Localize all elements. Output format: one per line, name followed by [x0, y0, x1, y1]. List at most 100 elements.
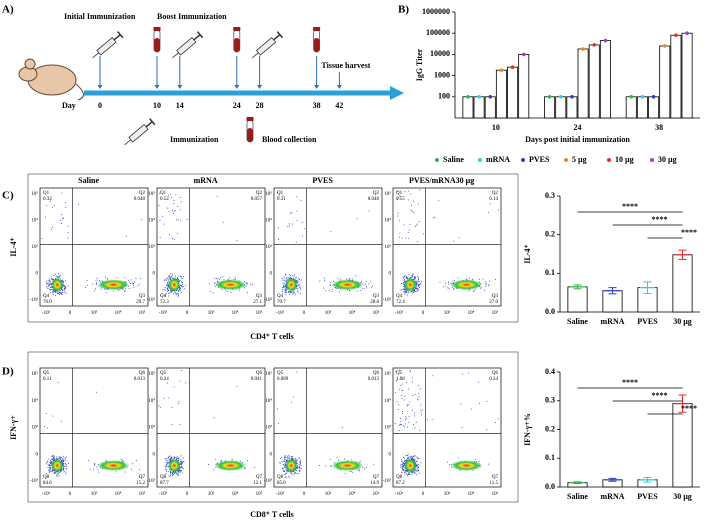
event-dot [178, 275, 180, 277]
event-dot [411, 473, 413, 475]
flow-quadrant-events [213, 385, 238, 419]
event-dot [414, 427, 416, 429]
event-dot [179, 471, 181, 473]
event-dot [64, 465, 66, 467]
event-dot [401, 460, 403, 462]
bar-point [488, 95, 493, 99]
event-dot [282, 282, 284, 284]
event-dot [244, 468, 246, 470]
flow-y-tick-label: 10⁵ [148, 191, 155, 197]
event-dot [60, 292, 62, 294]
event-dot [408, 190, 410, 192]
flow-y-tick-label: 10⁴ [31, 398, 38, 404]
event-dot [418, 279, 420, 281]
event-dot [446, 461, 448, 463]
density-core [331, 279, 364, 291]
harvest-arrow-head [336, 85, 342, 89]
event-dot [421, 414, 423, 416]
event-dot [300, 287, 302, 289]
event-dot [54, 273, 56, 275]
boost-label: Boost Immunization [157, 12, 227, 21]
bar [473, 96, 485, 119]
event-dot [175, 194, 177, 196]
event-dot [484, 289, 486, 291]
event-dot [329, 284, 331, 286]
flow-x-tick-label: 10⁴ [468, 491, 475, 497]
event-dot [166, 279, 168, 281]
quadrant-name: Q4 [396, 294, 403, 299]
event-dot [398, 388, 400, 390]
quadrant-percent: 70.7 [277, 300, 286, 305]
event-dot [414, 275, 416, 277]
bar-point [581, 47, 585, 51]
event-dot [46, 287, 48, 289]
event-dot [404, 291, 406, 293]
event-dot [54, 294, 56, 296]
event-dot [414, 226, 416, 228]
quadrant-percent: 0.048 [368, 197, 380, 202]
flow-x-tick-label: 0 [303, 311, 306, 316]
event-dot [410, 193, 412, 195]
event-dot [250, 283, 252, 285]
flow-y-tick-label: 0 [36, 272, 39, 277]
event-dot [48, 470, 50, 472]
event-dot [44, 425, 46, 427]
event-dot [171, 237, 173, 239]
event-dot [418, 286, 420, 288]
event-dot [251, 283, 253, 285]
event-dot [132, 283, 134, 285]
event-dot [185, 285, 187, 287]
event-dot [49, 200, 51, 202]
event-dot [420, 409, 422, 411]
event-dot [236, 240, 238, 242]
event-dot [407, 457, 409, 459]
event-dot [420, 280, 422, 282]
event-dot [220, 460, 222, 462]
event-dot [292, 474, 294, 476]
event-dot [228, 277, 230, 279]
event-dot [404, 190, 406, 192]
event-dot [401, 467, 403, 469]
event-dot [471, 278, 473, 280]
y-axis-label: IgG Titer [415, 48, 424, 81]
flow-y-tick-label: 10³ [385, 425, 392, 431]
event-dot [159, 220, 161, 222]
immunization-arrow-head [257, 85, 263, 89]
event-dot [299, 278, 301, 280]
event-dot [417, 463, 419, 465]
flow-x-tick-label: 10⁵ [256, 491, 263, 497]
event-dot [216, 195, 218, 197]
event-dot [246, 281, 248, 283]
event-dot [299, 469, 301, 471]
event-dot [406, 454, 408, 456]
event-dot [285, 290, 287, 292]
event-dot [360, 289, 362, 291]
event-dot [173, 386, 175, 388]
event-dot [296, 220, 298, 222]
event-dot [417, 289, 419, 291]
event-dot [60, 214, 62, 216]
event-dot [106, 278, 108, 280]
legend-marker [650, 158, 654, 162]
event-dot [276, 191, 278, 193]
event-dot [283, 285, 285, 287]
event-dot [181, 461, 183, 463]
event-dot [458, 237, 460, 239]
event-dot [166, 284, 168, 286]
event-dot [178, 400, 180, 402]
event-dot [402, 411, 404, 413]
event-dot [165, 465, 167, 467]
event-dot [285, 472, 287, 474]
legend-label: 5 µg [572, 155, 587, 164]
bar [484, 96, 496, 119]
event-dot [168, 475, 170, 477]
bar-point [521, 52, 526, 57]
event-dot [409, 291, 411, 293]
event-dot [246, 291, 248, 293]
event-dot [128, 287, 130, 289]
event-dot [172, 209, 174, 211]
flow-quadrant-events [45, 455, 69, 477]
event-dot [47, 467, 49, 469]
quadrant-percent: 0.048 [134, 197, 146, 202]
event-dot [58, 456, 60, 458]
